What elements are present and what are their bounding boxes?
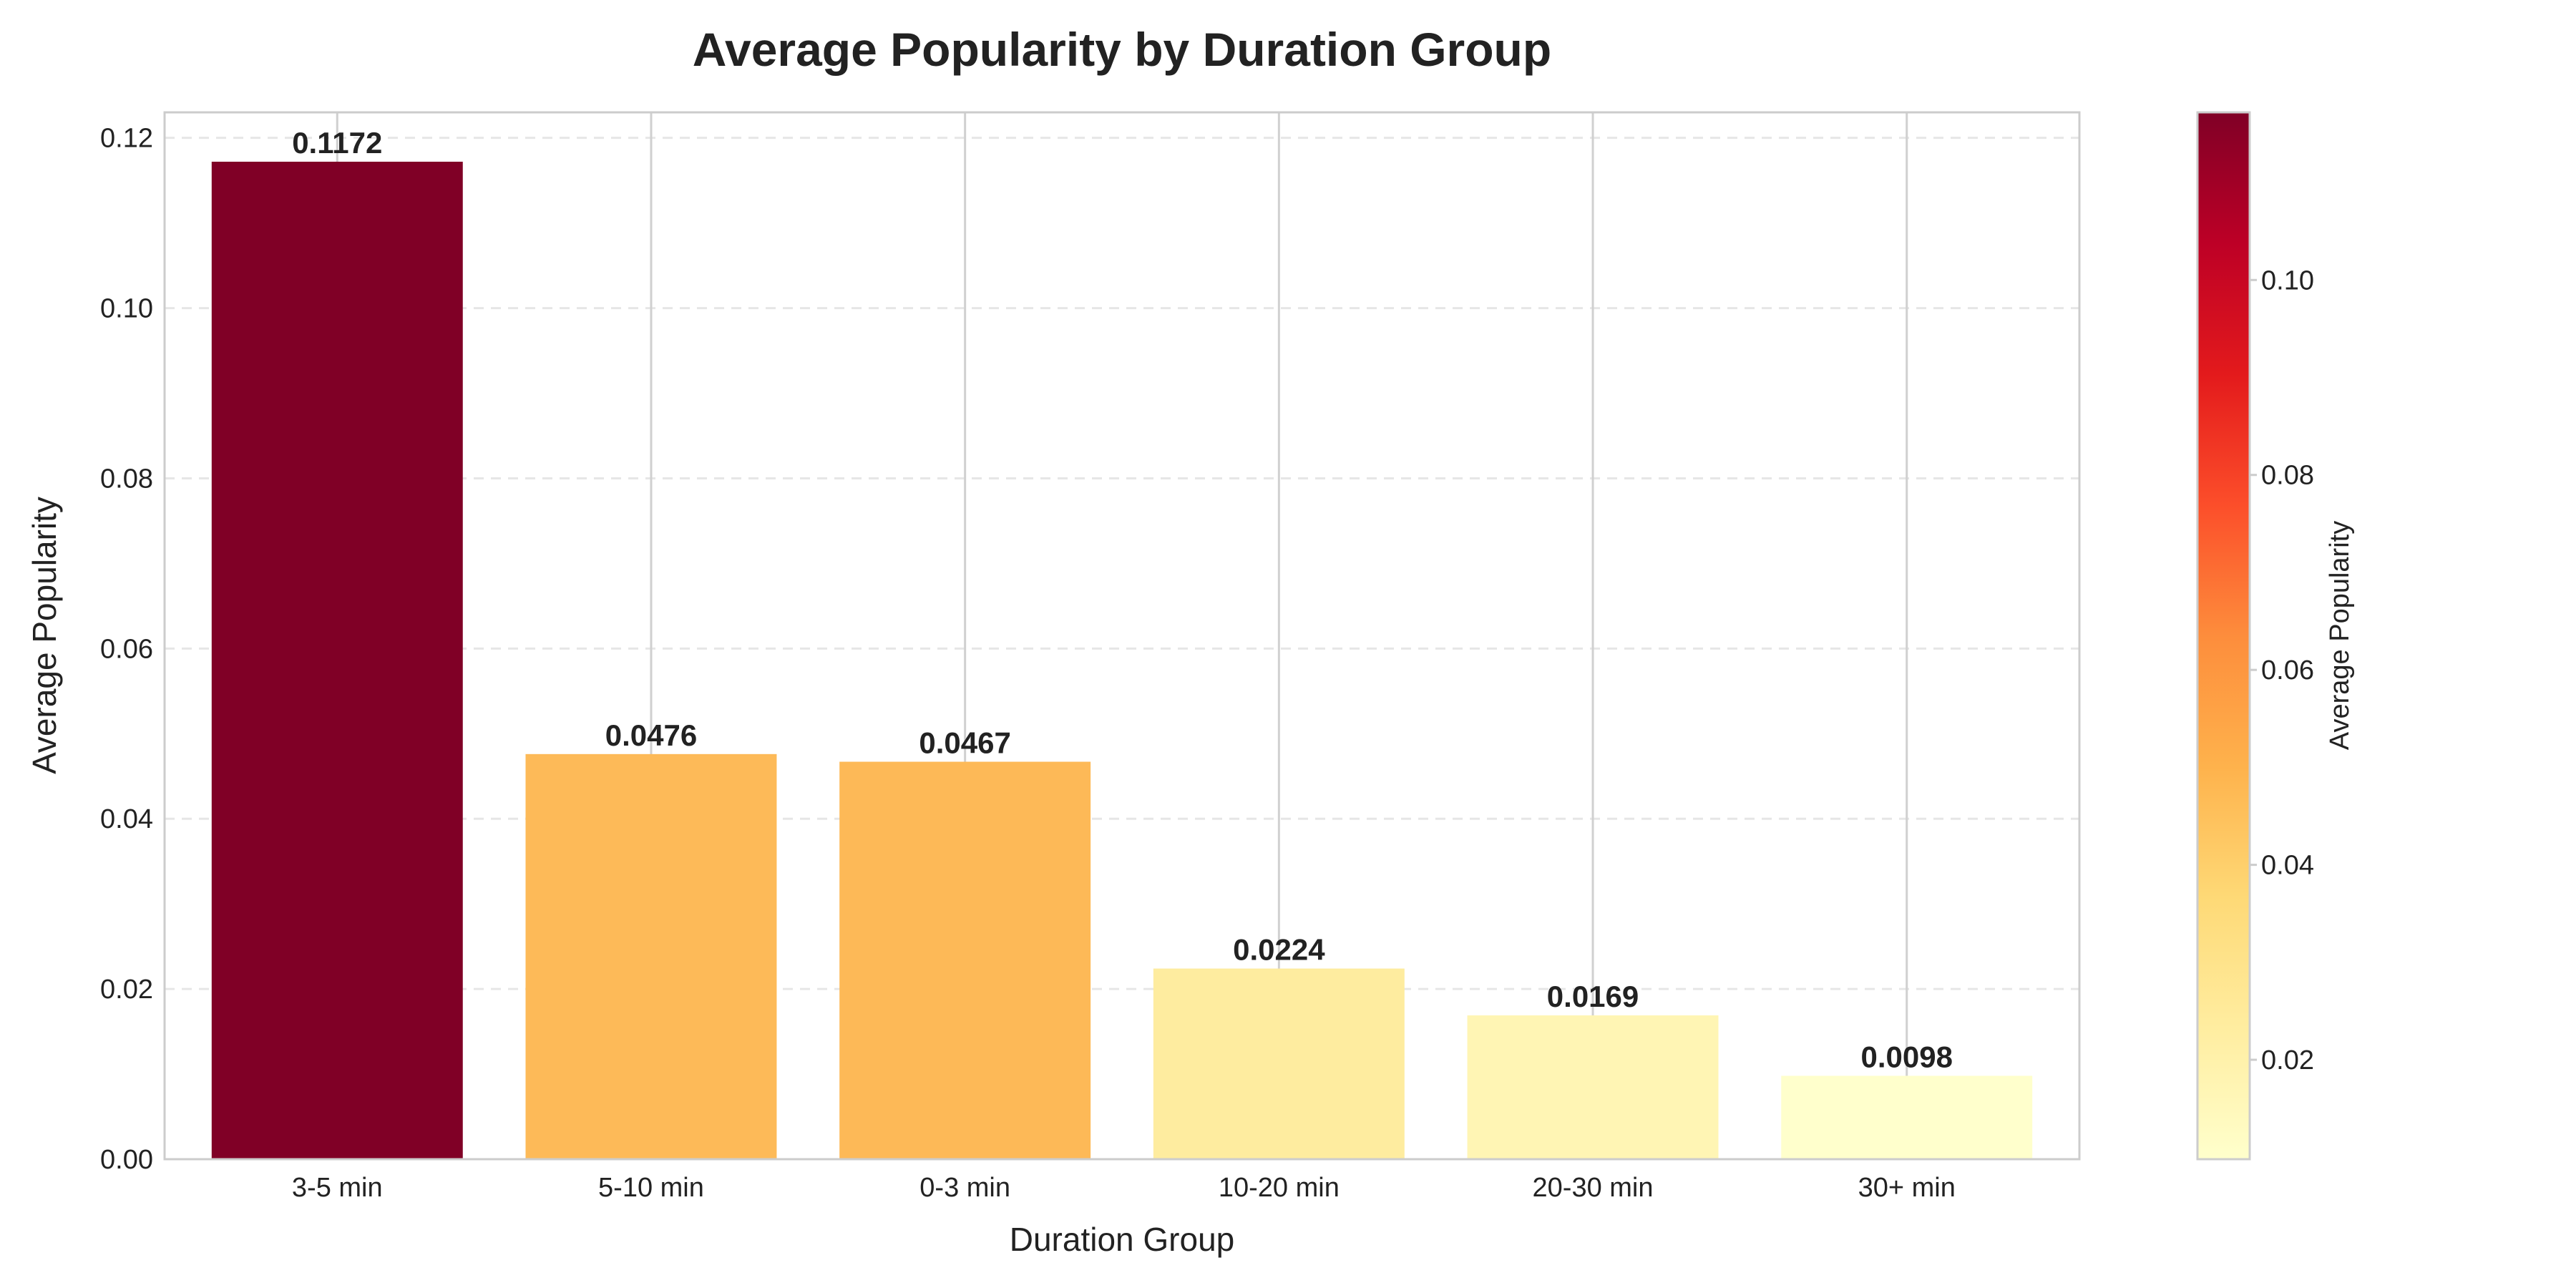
colorbar-ticks: 0.02 0.04 0.06 0.08 0.10 [2250, 265, 2314, 1075]
y-tick-label: 0.12 [100, 124, 153, 154]
y-tick-label: 0.02 [100, 975, 153, 1005]
x-tick-label: 0-3 min [919, 1173, 1010, 1203]
data-label: 0.0467 [919, 726, 1010, 760]
x-tick-label: 10-20 min [1219, 1173, 1340, 1203]
data-label: 0.0169 [1547, 980, 1639, 1013]
colorbar-tick-label: 0.10 [2261, 265, 2314, 296]
data-label: 0.0224 [1233, 933, 1325, 967]
x-tick-label: 5-10 min [598, 1173, 704, 1203]
bar [839, 761, 1091, 1159]
bar [1153, 968, 1405, 1159]
y-tick-label: 0.10 [100, 294, 153, 324]
y-axis-ticks: 0.00 0.02 0.04 0.06 0.08 0.10 0.12 [100, 124, 153, 1175]
data-label: 0.0476 [605, 718, 697, 752]
plot-frame [163, 111, 2081, 1161]
colorbar-tick-label: 0.08 [2261, 461, 2314, 491]
x-axis-ticks: 3-5 min 5-10 min 0-3 min 10-20 min 20-30 min… [292, 1173, 1956, 1203]
bar [211, 161, 463, 1160]
y-axis-label: Average Popularity [26, 497, 63, 774]
y-tick-label: 0.08 [100, 464, 153, 494]
bar [525, 753, 777, 1159]
colorbar-tick-label: 0.04 [2261, 851, 2314, 881]
bar [1467, 1015, 1719, 1159]
bar [1781, 1075, 2033, 1159]
chart-title: Average Popularity by Duration Group [693, 23, 1551, 76]
data-labels: 0.1172 0.0476 0.0467 0.0224 0.0169 0.0098 [292, 126, 1953, 1073]
y-tick-label: 0.00 [100, 1145, 153, 1175]
x-tick-label: 30+ min [1858, 1173, 1956, 1203]
colorbar-label: Average Popularity [2325, 521, 2355, 750]
y-tick-label: 0.06 [100, 634, 153, 664]
y-tick-label: 0.04 [100, 804, 153, 834]
colorbar-tick-label: 0.02 [2261, 1045, 2314, 1075]
bars [211, 161, 2033, 1160]
data-label: 0.0098 [1860, 1040, 1952, 1073]
colorbar [2196, 111, 2251, 1161]
data-label: 0.1172 [292, 126, 382, 160]
x-axis-label: Duration Group [1010, 1221, 1235, 1258]
x-tick-label: 20-30 min [1533, 1173, 1654, 1203]
x-tick-label: 3-5 min [292, 1173, 383, 1203]
colorbar-tick-label: 0.06 [2261, 655, 2314, 686]
